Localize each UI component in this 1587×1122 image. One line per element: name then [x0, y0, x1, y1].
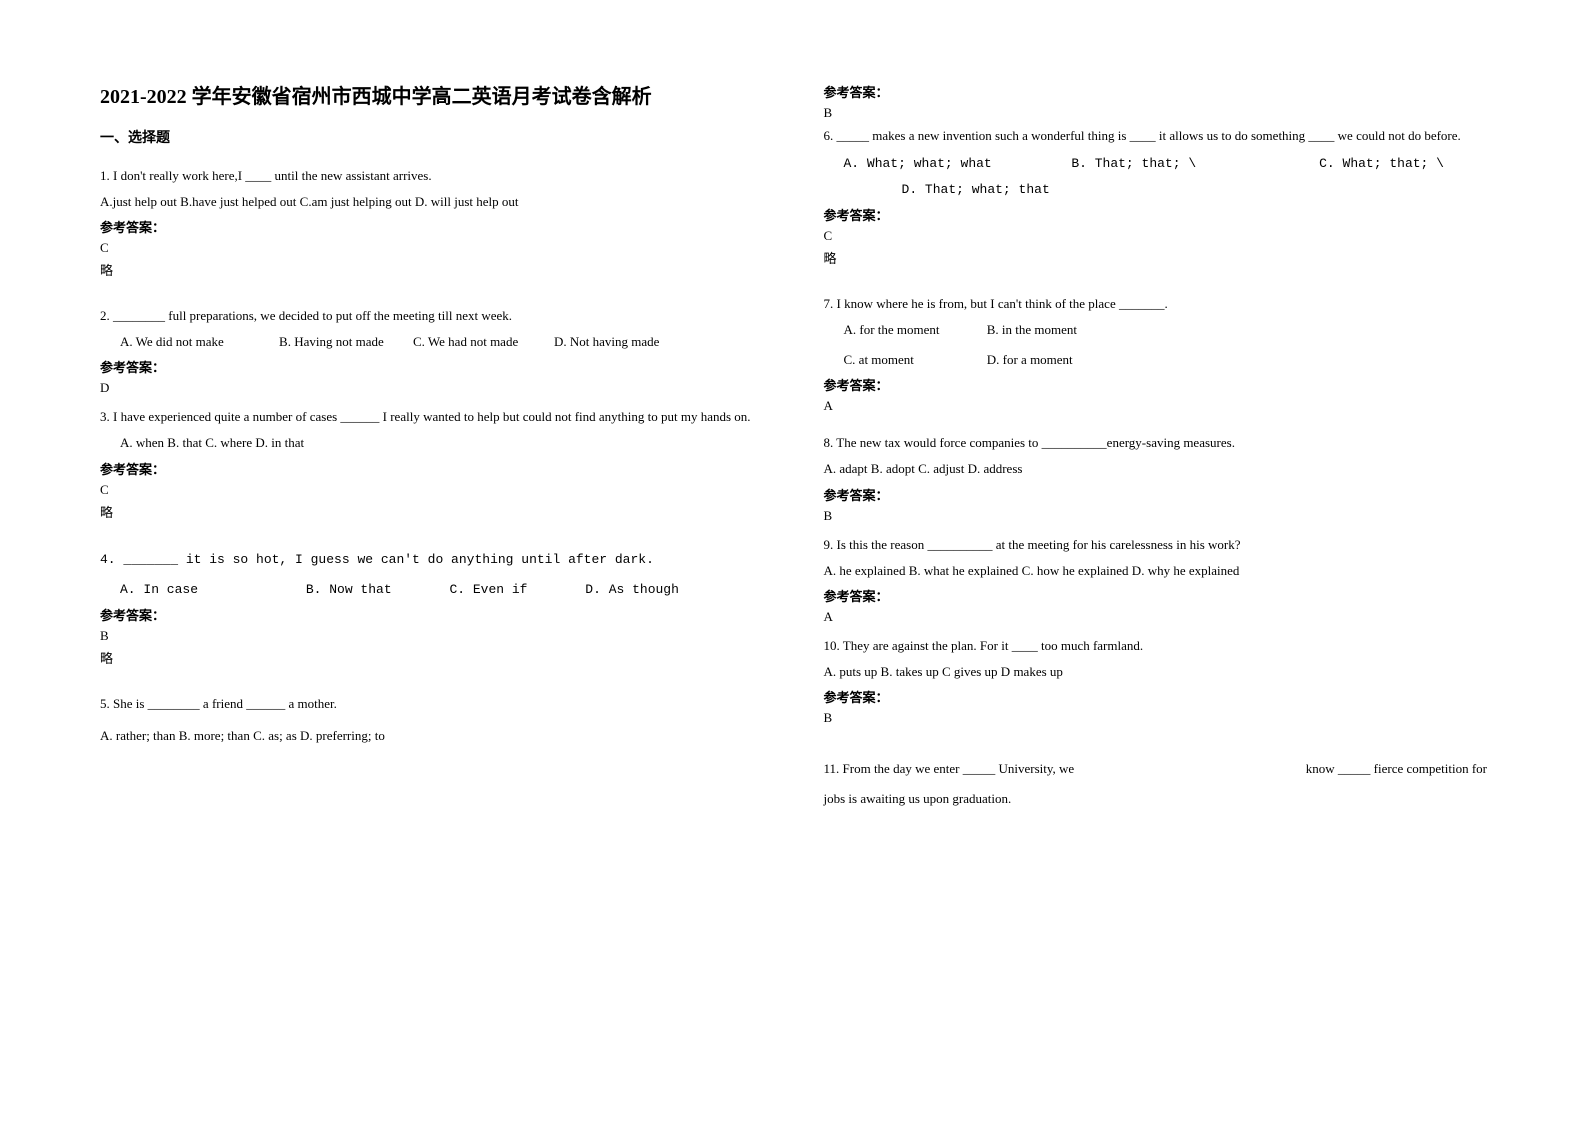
question-text: 3. I have experienced quite a number of … — [100, 406, 764, 428]
answer-label: 参考答案： — [824, 586, 1488, 605]
question-text: 2. ________ full preparations, we decide… — [100, 305, 764, 327]
answer-value: C — [824, 228, 1488, 244]
answer-label: 参考答案： — [824, 485, 1488, 504]
q11-part1: 11. From the day we enter _____ Universi… — [824, 758, 1075, 780]
question-options-line2: D. That; what; that — [824, 177, 1488, 203]
left-column: 2021-2022 学年安徽省宿州市西城中学高二英语月考试卷含解析 一、选择题 … — [100, 80, 764, 1042]
q11-part2: know _____ fierce competition for — [1306, 758, 1487, 780]
answer-value: C — [100, 240, 764, 256]
answer-value: B — [824, 508, 1488, 524]
question-6: 6. _____ makes a new invention such a wo… — [824, 125, 1488, 279]
note: 略 — [100, 502, 764, 521]
option-b: B. Having not made — [279, 334, 384, 349]
answer-label: 参考答案： — [824, 687, 1488, 706]
answer-label: 参考答案： — [100, 357, 764, 376]
answer-value: B — [824, 710, 1488, 726]
question-10: 10. They are against the plan. For it __… — [824, 635, 1488, 730]
question-2: 2. ________ full preparations, we decide… — [100, 305, 764, 400]
document-title: 2021-2022 学年安徽省宿州市西城中学高二英语月考试卷含解析 — [100, 80, 764, 109]
option-a: A. for the moment — [844, 319, 984, 341]
question-options: A. In case B. Now that C. Even if D. As … — [100, 577, 764, 603]
answer-value: A — [824, 609, 1488, 625]
question-text: 9. Is this the reason __________ at the … — [824, 534, 1488, 556]
question-text-line2: jobs is awaiting us upon graduation. — [824, 788, 1488, 810]
question-options: A. he explained B. what he explained C. … — [824, 560, 1488, 582]
option-c: C. We had not made — [413, 334, 518, 349]
option-a: A. What; what; what — [844, 151, 1064, 177]
question-text: 4. _______ it is so hot, I guess we can'… — [100, 547, 764, 573]
question-1: 1. I don't really work here,I ____ until… — [100, 165, 764, 291]
option-d: D. for a moment — [987, 352, 1073, 367]
answer-label: 参考答案： — [100, 217, 764, 236]
question-8: 8. The new tax would force companies to … — [824, 432, 1488, 527]
question-options-line2: C. at moment D. for a moment — [824, 349, 1488, 371]
question-text: 5. She is ________ a friend ______ a mot… — [100, 693, 764, 715]
answer-label: 参考答案： — [100, 459, 764, 478]
answer-value: B — [824, 105, 1488, 121]
question-4: 4. _______ it is so hot, I guess we can'… — [100, 547, 764, 679]
question-options: A. We did not make B. Having not made C.… — [100, 331, 764, 353]
question-options-line1: A. for the moment B. in the moment — [824, 319, 1488, 341]
question-text: 10. They are against the plan. For it __… — [824, 635, 1488, 657]
option-d: D. As though — [585, 582, 679, 597]
question-11: 11. From the day we enter _____ Universi… — [824, 758, 1488, 814]
option-b: B. Now that — [306, 577, 392, 603]
answer-label: 参考答案： — [824, 82, 1488, 101]
option-c: C. Even if — [449, 577, 527, 603]
answer-value: C — [100, 482, 764, 498]
question-3: 3. I have experienced quite a number of … — [100, 406, 764, 532]
question-options: A.just help out B.have just helped out C… — [100, 191, 764, 213]
note: 略 — [824, 248, 1488, 267]
answer-value: B — [100, 628, 764, 644]
answer-value: D — [100, 380, 764, 396]
question-text: 1. I don't really work here,I ____ until… — [100, 165, 764, 187]
option-a: A. We did not make — [100, 334, 224, 349]
option-d: D. That; what; that — [902, 182, 1050, 197]
question-options: A. when B. that C. where D. in that — [100, 432, 764, 454]
question-options-line1: A. What; what; what B. That; that; \ C. … — [824, 151, 1488, 177]
question-9: 9. Is this the reason __________ at the … — [824, 534, 1488, 629]
question-text: 6. _____ makes a new invention such a wo… — [824, 125, 1488, 147]
section-heading: 一、选择题 — [100, 127, 764, 147]
question-text: 7. I know where he is from, but I can't … — [824, 293, 1488, 315]
question-options: A. rather; than B. more; than C. as; as … — [100, 725, 764, 747]
answer-label: 参考答案： — [824, 375, 1488, 394]
note: 略 — [100, 260, 764, 279]
question-text-line1: 11. From the day we enter _____ Universi… — [824, 758, 1488, 780]
right-column: 参考答案： B 6. _____ makes a new invention s… — [824, 80, 1488, 1042]
note: 略 — [100, 648, 764, 667]
question-7: 7. I know where he is from, but I can't … — [824, 293, 1488, 418]
option-b: B. in the moment — [987, 322, 1077, 337]
answer-label: 参考答案： — [100, 605, 764, 624]
question-5: 5. She is ________ a friend ______ a mot… — [100, 693, 764, 751]
option-c: C. What; that; \ — [1319, 156, 1444, 171]
question-options: A. puts up B. takes up C gives up D make… — [824, 661, 1488, 683]
option-a: A. In case — [120, 577, 198, 603]
option-c: C. at moment — [844, 349, 984, 371]
option-b: B. That; that; \ — [1071, 151, 1311, 177]
option-d: D. Not having made — [554, 334, 659, 349]
question-text: 8. The new tax would force companies to … — [824, 432, 1488, 454]
answer-label: 参考答案： — [824, 205, 1488, 224]
question-options: A. adapt B. adopt C. adjust D. address — [824, 458, 1488, 480]
answer-value: A — [824, 398, 1488, 414]
